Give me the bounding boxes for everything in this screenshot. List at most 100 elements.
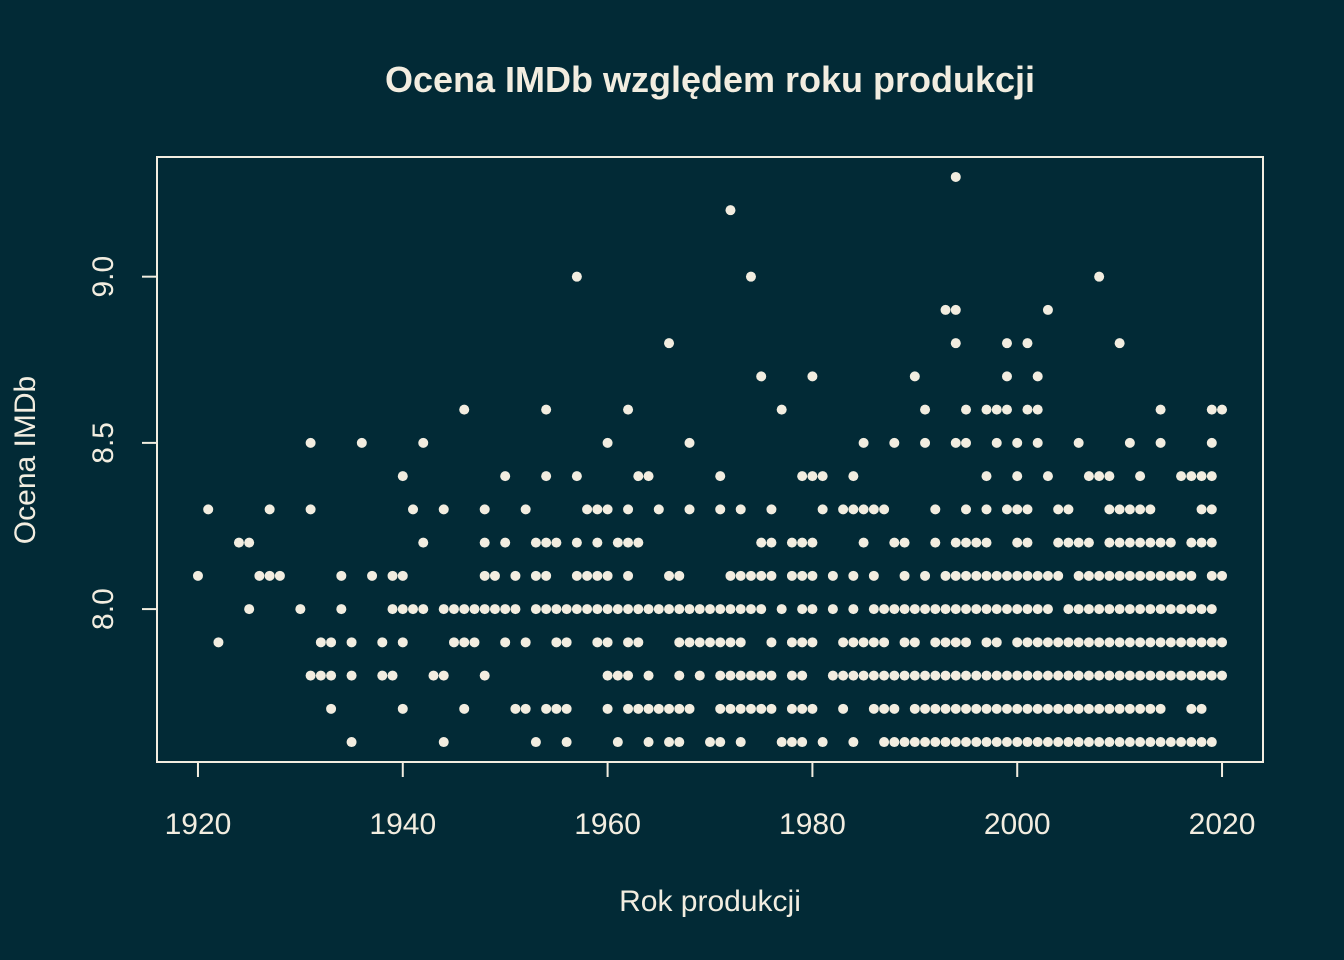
data-point — [827, 670, 838, 681]
data-point — [387, 670, 398, 681]
data-point — [633, 471, 644, 482]
data-point — [715, 670, 726, 681]
data-point — [950, 171, 961, 182]
data-point — [1053, 570, 1064, 581]
data-point — [397, 703, 408, 714]
data-point — [1114, 637, 1125, 648]
data-point — [295, 604, 306, 615]
data-point — [674, 670, 685, 681]
data-point — [745, 703, 756, 714]
data-point — [961, 537, 972, 548]
data-point — [1104, 537, 1115, 548]
data-point — [582, 570, 593, 581]
data-point — [858, 504, 869, 515]
data-point — [1001, 504, 1012, 515]
data-point — [582, 604, 593, 615]
data-point — [551, 604, 562, 615]
data-point — [602, 604, 613, 615]
data-point — [653, 703, 664, 714]
data-point — [612, 604, 623, 615]
data-point — [1155, 404, 1166, 415]
data-point — [367, 570, 378, 581]
data-point — [797, 570, 808, 581]
data-point — [1073, 570, 1084, 581]
data-point — [940, 637, 951, 648]
data-point — [889, 537, 900, 548]
data-point — [950, 737, 961, 748]
data-point — [1217, 637, 1228, 648]
data-point — [643, 604, 654, 615]
data-point — [192, 570, 203, 581]
data-point — [1155, 637, 1166, 648]
data-point — [643, 471, 654, 482]
data-point — [797, 637, 808, 648]
data-point — [479, 504, 490, 515]
data-point — [623, 670, 634, 681]
data-point — [858, 670, 869, 681]
data-point — [1022, 338, 1033, 349]
data-point — [848, 670, 859, 681]
data-point — [1094, 271, 1105, 282]
data-point — [827, 570, 838, 581]
data-point — [1196, 670, 1207, 681]
data-point — [930, 670, 941, 681]
data-point — [1206, 437, 1217, 448]
data-point — [653, 504, 664, 515]
data-point — [961, 504, 972, 515]
data-point — [1012, 737, 1023, 748]
data-point — [756, 670, 767, 681]
data-point — [1135, 471, 1146, 482]
data-point — [1053, 737, 1064, 748]
data-point — [1083, 737, 1094, 748]
data-point — [1032, 637, 1043, 648]
data-point — [940, 604, 951, 615]
data-point — [469, 604, 480, 615]
data-point — [920, 604, 931, 615]
data-point — [1114, 604, 1125, 615]
data-point — [1176, 637, 1187, 648]
data-point — [981, 637, 992, 648]
data-point — [766, 537, 777, 548]
data-point — [1042, 604, 1053, 615]
data-point — [920, 737, 931, 748]
data-point — [1094, 637, 1105, 648]
data-point — [438, 604, 449, 615]
data-point — [1053, 504, 1064, 515]
data-point — [735, 504, 746, 515]
data-point — [940, 737, 951, 748]
data-point — [1176, 604, 1187, 615]
data-point — [592, 537, 603, 548]
data-point — [551, 537, 562, 548]
data-point — [1063, 670, 1074, 681]
data-point — [868, 570, 879, 581]
data-point — [991, 637, 1002, 648]
data-point — [459, 604, 470, 615]
data-point — [602, 670, 613, 681]
data-point — [602, 437, 613, 448]
data-point — [1145, 637, 1156, 648]
data-point — [1001, 371, 1012, 382]
data-point — [397, 471, 408, 482]
data-point — [561, 604, 572, 615]
data-point — [1217, 404, 1228, 415]
data-point — [961, 670, 972, 681]
data-point — [1032, 604, 1043, 615]
data-point — [766, 570, 777, 581]
data-point — [1145, 703, 1156, 714]
data-point — [397, 604, 408, 615]
data-point — [1001, 404, 1012, 415]
data-point — [633, 537, 644, 548]
data-point — [1206, 471, 1217, 482]
data-point — [1165, 537, 1176, 548]
data-point — [684, 437, 695, 448]
data-point — [664, 703, 675, 714]
data-point — [479, 537, 490, 548]
data-point — [909, 703, 920, 714]
data-point — [1083, 604, 1094, 615]
data-point — [571, 471, 582, 482]
data-point — [909, 371, 920, 382]
data-point — [1053, 670, 1064, 681]
y-tick-label: 8.0 — [87, 588, 120, 630]
data-point — [571, 271, 582, 282]
data-point — [1124, 637, 1135, 648]
